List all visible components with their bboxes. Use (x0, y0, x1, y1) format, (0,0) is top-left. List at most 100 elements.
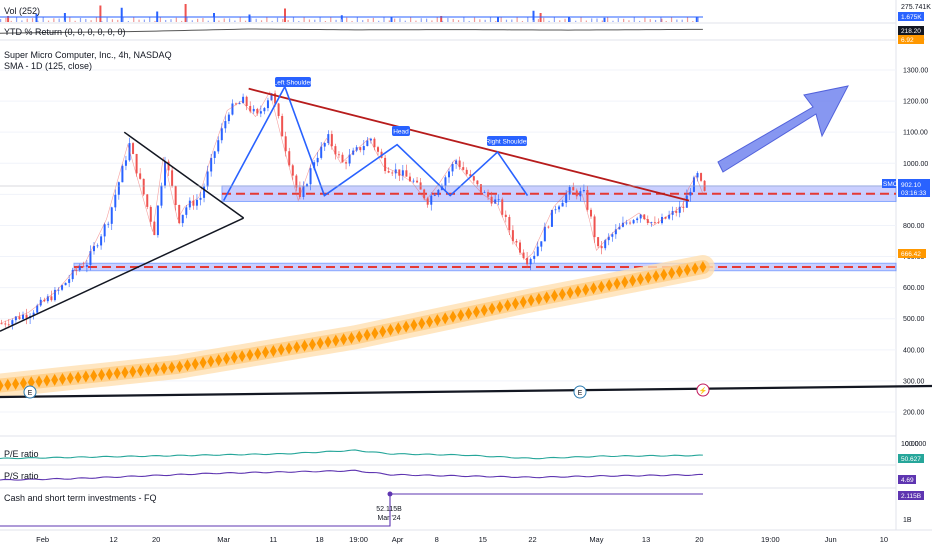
sma-diamond (27, 376, 35, 389)
sma-diamond (652, 270, 660, 283)
sma-diamond (660, 268, 668, 281)
cash-value-badge: 2.115B (898, 491, 924, 500)
volume-bar (697, 17, 699, 22)
volume-bar (31, 18, 34, 22)
volume-bar (340, 19, 342, 22)
volume-last-badge: 1.675K (898, 12, 924, 21)
ytd-return-line (0, 28, 703, 34)
candle-body (78, 266, 81, 271)
volume-bar (63, 20, 66, 22)
candle-body (547, 226, 550, 228)
candle-body (345, 162, 348, 164)
volume-bar (654, 19, 657, 22)
ps-ratio-line (0, 469, 703, 481)
volume-bar (138, 19, 140, 22)
candle-body (600, 246, 603, 249)
sma-diamond (254, 347, 262, 360)
candle-body (394, 169, 397, 174)
volume-bar (122, 17, 124, 22)
candle-body (497, 199, 500, 201)
svg-text:2.115B: 2.115B (901, 493, 921, 500)
volume-bar (154, 20, 156, 22)
volume-bar (378, 20, 380, 22)
candle-body (369, 138, 372, 141)
earnings-marker-may[interactable]: E (573, 385, 587, 399)
volume-bar (0, 19, 2, 22)
volume-bar (436, 17, 438, 22)
volume-bar (489, 17, 492, 22)
volume-bar (564, 18, 566, 22)
candle-body (330, 134, 333, 147)
volume-bars (0, 4, 703, 22)
candle-body (337, 154, 340, 156)
candle-body (75, 269, 78, 271)
volume-bar (181, 20, 183, 22)
candle-body (142, 178, 145, 195)
volume-bar (601, 20, 603, 22)
candle-body (685, 195, 688, 208)
volume-bar (362, 20, 364, 22)
candle-body (284, 136, 287, 152)
sma-diamond (551, 289, 559, 302)
volume-bar (532, 20, 534, 22)
sma-diamond (90, 369, 98, 382)
candle-body (259, 111, 262, 114)
candle-body (249, 106, 252, 112)
sma-diamond (566, 286, 574, 299)
candle-body (384, 157, 387, 172)
earnings-marker-feb[interactable]: E (23, 385, 37, 399)
sma-diamond (347, 331, 355, 344)
candle-body (550, 209, 553, 227)
candle-body (298, 187, 301, 197)
volume-bar (319, 17, 321, 22)
candle-body (401, 170, 404, 176)
volume-bar (314, 19, 316, 22)
sma-diamond (590, 282, 598, 295)
volume-bar (431, 20, 433, 22)
volume-bar (58, 18, 60, 22)
candle-body (192, 200, 195, 206)
sma-diamond (511, 297, 519, 310)
dividend-marker[interactable]: ⚡ (696, 383, 710, 397)
volume-bar (175, 17, 177, 22)
sma-diamond (379, 325, 387, 338)
volume-bar (463, 17, 465, 22)
long-term-trendline (0, 384, 932, 399)
time-axis[interactable]: Feb 12 20 Mar 11 18 19:00 Apr 8 15 22 May 13 20 19:00 J… (36, 535, 932, 544)
sma-diamond (301, 339, 309, 352)
candle-body (224, 121, 227, 129)
sma-diamond (543, 291, 551, 304)
candle-body (444, 177, 447, 186)
candle-body (554, 209, 557, 211)
candle-body (607, 236, 610, 241)
candle-body (57, 289, 60, 291)
sma-diamond (644, 271, 652, 284)
candle-body (696, 173, 699, 178)
candle-body (362, 146, 365, 151)
candle-body (668, 214, 671, 219)
volume-bar (79, 17, 82, 22)
volume-bar (505, 19, 508, 22)
volume-bar (346, 17, 348, 22)
sma-diamond (535, 292, 543, 305)
candle-body (682, 206, 685, 208)
candle-body (593, 216, 596, 238)
time-tick-label: 19:00 (761, 535, 780, 544)
volume-bar (335, 19, 337, 22)
sma-diamond (215, 354, 223, 367)
candle-body (511, 230, 514, 241)
sma-diamond (636, 273, 644, 286)
pattern-label-left-shoulder: Left Shoulder (274, 77, 313, 87)
candle-body (437, 189, 440, 196)
candle-body (430, 195, 433, 205)
symbol-badge: SMCI (882, 179, 899, 188)
sma-diamond (230, 351, 238, 364)
sma-diamond (629, 274, 637, 287)
volume-bar (516, 17, 518, 22)
candle-body (398, 169, 401, 176)
sma-diamond (105, 368, 113, 381)
svg-text:E: E (28, 390, 33, 397)
candle-body (664, 216, 667, 219)
volume-bar (120, 7, 123, 22)
